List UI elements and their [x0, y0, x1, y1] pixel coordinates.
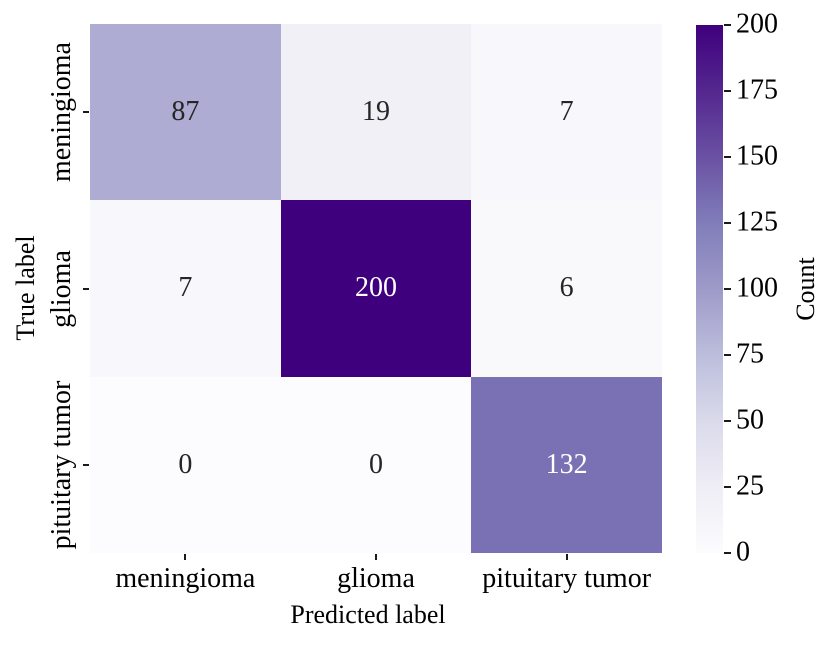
- heatmap-cell: 132: [471, 376, 662, 553]
- colorbar-tick-label: 50: [736, 404, 764, 436]
- colorbar-tick-mark: [724, 24, 731, 26]
- cell-value: 0: [178, 448, 193, 480]
- x-axis-label: Predicted label: [290, 600, 446, 629]
- cell-value: 200: [354, 272, 397, 304]
- cell-value: 87: [171, 96, 200, 128]
- colorbar-tick-mark: [724, 552, 731, 554]
- x-tick-label: glioma: [337, 563, 415, 594]
- heatmap-grid: 87 19 7 7 200 6 0 0 132: [90, 24, 662, 553]
- colorbar-tick-mark: [724, 288, 731, 290]
- colorbar-label: Count: [791, 257, 820, 321]
- heatmap-cell: 19: [280, 24, 472, 201]
- y-tick-mark: [83, 111, 89, 114]
- colorbar-tick-mark: [724, 222, 731, 224]
- colorbar-tick-label: 100: [736, 272, 778, 304]
- heatmap-cell: 7: [471, 24, 662, 201]
- cell-value: 7: [178, 272, 193, 304]
- heatmap-cell: 0: [90, 376, 281, 553]
- colorbar-tick-mark: [724, 420, 731, 422]
- heatmap-cell: 6: [471, 200, 662, 377]
- y-tick-label: pituitary tumor: [46, 380, 77, 550]
- colorbar-tick-label: 175: [736, 74, 778, 106]
- x-tick-mark: [375, 554, 377, 560]
- cell-value: 6: [559, 272, 574, 304]
- x-tick-mark: [184, 554, 187, 560]
- cell-value: 7: [559, 96, 574, 128]
- colorbar-tick-label: 0: [736, 536, 750, 568]
- cell-value: 19: [361, 96, 390, 128]
- colorbar-tick-mark: [724, 354, 731, 356]
- cell-value: 132: [545, 448, 588, 480]
- y-axis-label: True label: [11, 235, 40, 341]
- y-tick-mark: [83, 463, 89, 466]
- x-tick-mark: [565, 554, 568, 560]
- colorbar-tick-label: 75: [736, 338, 764, 370]
- heatmap-cell: 200: [280, 200, 472, 377]
- heatmap-cell: 0: [280, 376, 472, 553]
- colorbar-tick-label: 200: [736, 8, 778, 40]
- colorbar-tick-mark: [724, 90, 731, 92]
- cell-value: 0: [368, 448, 383, 480]
- heatmap-cell: 87: [90, 24, 281, 201]
- heatmap-cell: 7: [90, 200, 281, 377]
- y-tick-label: meningioma: [46, 42, 77, 183]
- colorbar-tick-mark: [724, 156, 731, 158]
- y-tick-mark: [83, 287, 89, 290]
- x-tick-label: meningioma: [115, 563, 256, 594]
- colorbar-tick-label: 150: [736, 140, 778, 172]
- colorbar-tick-label: 125: [736, 206, 778, 238]
- y-tick-label: glioma: [46, 249, 77, 328]
- colorbar-tick-mark: [724, 486, 731, 488]
- colorbar-gradient: [696, 25, 723, 553]
- x-tick-label: pituitary tumor: [482, 563, 652, 594]
- colorbar-tick-label: 25: [736, 470, 764, 502]
